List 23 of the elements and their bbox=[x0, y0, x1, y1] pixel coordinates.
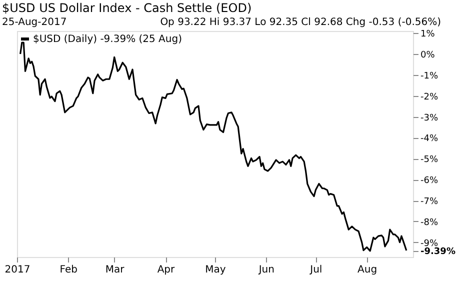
x-tick-label: Mar bbox=[105, 264, 126, 276]
y-tick-label: -3% bbox=[420, 113, 438, 124]
text: Op 93.22 Hi 93.37 Lo 92.35 Cl 92.68 Chg -0.53 (-0.56%) bbox=[160, 17, 442, 28]
y-tick-label: -8% bbox=[420, 218, 438, 228]
y-tick-label: 0% bbox=[420, 50, 436, 61]
x-tick-label: Apr bbox=[157, 264, 176, 276]
x-tick-label: Jun bbox=[258, 264, 274, 276]
y-tick-label: -1% bbox=[420, 71, 438, 82]
chart-title: $USD US Dollar Index - Cash Settle (EOD) bbox=[2, 1, 252, 15]
x-tick-label: May bbox=[205, 264, 226, 276]
y-tick-label: -7% bbox=[420, 197, 438, 207]
y-tick-label: -5% bbox=[420, 155, 438, 166]
chart-subtitle: 25-Aug-2017 bbox=[2, 17, 67, 28]
x-tick-label: Aug bbox=[358, 264, 378, 276]
y-tick-label: 1% bbox=[420, 30, 436, 40]
y-tick-label: -2% bbox=[420, 92, 438, 102]
y-tick-label: -6% bbox=[420, 176, 438, 186]
x-tick-label: 2017 bbox=[4, 264, 30, 276]
x-tick-label: Feb bbox=[60, 264, 78, 276]
legend-label: $USD (Daily) -9.39% (25 Aug) bbox=[33, 34, 182, 45]
y-tick-label: -9.39% bbox=[420, 247, 456, 258]
x-tick-label: Jul bbox=[309, 264, 322, 276]
y-tick-label: -4% bbox=[420, 134, 438, 144]
